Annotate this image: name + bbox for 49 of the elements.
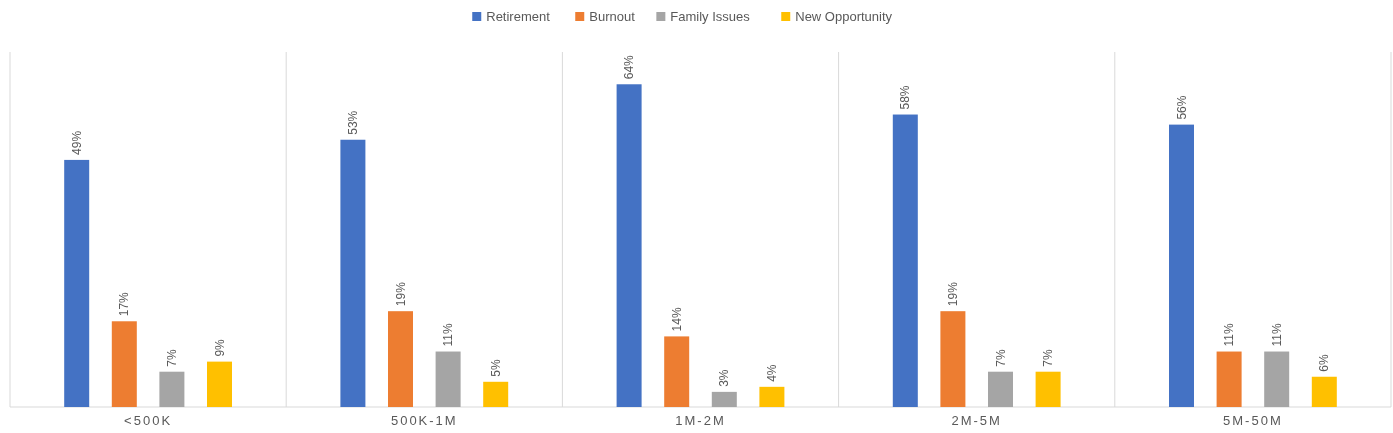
bar [988,371,1013,407]
data-label: 3% [717,369,732,387]
data-label: 7% [1041,349,1056,367]
x-tick-label: 1M-2M [675,413,726,428]
bar [1311,376,1337,407]
data-label: 53% [345,110,360,135]
bar [1035,371,1061,407]
bar [483,381,509,407]
x-tick-label: 5M-50M [1223,413,1283,428]
bar [159,371,185,407]
data-label: 11% [1222,323,1237,347]
bar [664,336,690,407]
bar [616,84,642,407]
bar [388,311,413,407]
x-tick-label: 500K-1M [390,413,458,428]
x-tick-label: 2M-5M [951,413,1002,428]
data-label: 6% [1317,354,1332,372]
legend-label: Retirement [486,9,551,24]
data-label: 7% [164,349,179,367]
bar [759,386,785,407]
data-label: 49% [69,130,84,155]
bar [1264,351,1290,407]
bar [111,321,137,407]
bar [1169,124,1194,407]
data-label: 5% [488,359,503,377]
legend-label: Family Issues [670,9,751,24]
data-label: 4% [764,364,779,382]
data-label: 17% [117,291,132,317]
data-label: 7% [993,349,1008,367]
bar [340,139,366,407]
bar [207,361,232,407]
bar [892,114,918,407]
bar [1216,351,1242,407]
data-label: 11% [441,323,456,347]
bar [435,351,461,407]
legend-label: New Opportunity [795,9,893,24]
bar [711,391,737,407]
bar [64,159,90,407]
data-label: 58% [898,85,913,110]
data-label: 14% [669,307,684,332]
data-label: 19% [393,281,408,307]
data-label: 9% [212,338,227,357]
data-label: 19% [945,281,960,307]
data-label: 64% [622,54,637,80]
bar [940,311,966,407]
legend-label: Burnout [589,9,636,24]
data-label: 56% [1174,95,1189,120]
x-tick-label: <500K [124,413,173,428]
data-label: 11% [1269,323,1284,347]
